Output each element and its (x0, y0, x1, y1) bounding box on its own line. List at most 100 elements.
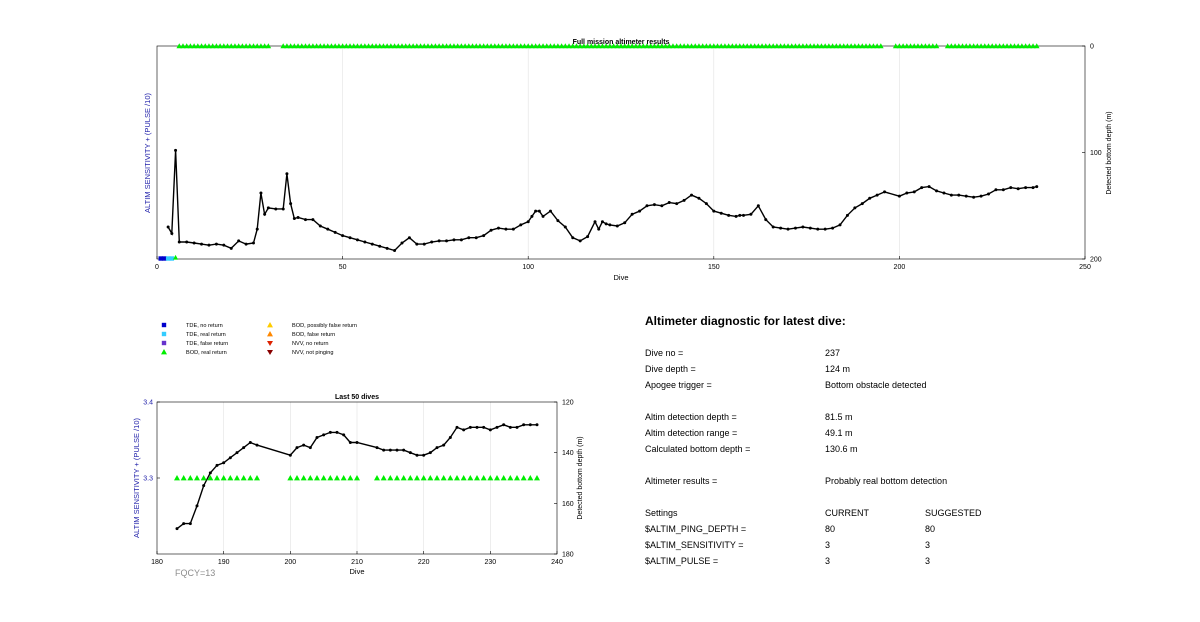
depth-point (326, 227, 330, 231)
bod-marker (718, 43, 725, 49)
diag-row-detection-depth: Altim detection depth = 81.5 m (645, 412, 1065, 424)
bod-marker (829, 43, 836, 49)
depth-point (526, 220, 530, 224)
bod-marker (1015, 43, 1021, 49)
settings-label: $ALTIM_SENSITIVITY = (645, 540, 744, 550)
bottom-marker (169, 256, 175, 261)
depth-point (719, 211, 723, 215)
depth-point (667, 201, 671, 205)
depth-point (942, 191, 946, 195)
depth-point (1016, 187, 1020, 191)
bod-marker (469, 43, 476, 49)
bod-marker (224, 43, 231, 49)
bod-marker (217, 43, 223, 49)
bottom-chart-y-ticks-left: 3.3 3.4 (143, 400, 160, 483)
bod-marker (180, 475, 187, 481)
depth-point (200, 242, 204, 246)
bod-marker (320, 475, 327, 481)
legend-label: BOD, possibly false return (292, 323, 357, 329)
y-tick-label: 140 (562, 450, 574, 457)
bod-marker (480, 43, 487, 49)
depth-point (749, 212, 753, 216)
bod-marker (677, 43, 684, 49)
depth-point (675, 202, 679, 206)
y-tick-label: 3.4 (143, 400, 153, 407)
bod-marker (300, 475, 307, 481)
bod-marker (595, 43, 602, 49)
bod-marker (788, 43, 795, 49)
depth-point (222, 461, 226, 465)
bod-marker (629, 43, 635, 49)
bod-marker (506, 43, 513, 49)
depth-point (801, 225, 805, 229)
diag-label: Calculated bottom depth = (645, 444, 751, 454)
bod-marker (852, 43, 858, 49)
bottom-chart-y-ticks-right: 120 140 160 180 (554, 400, 574, 559)
bod-marker (696, 43, 702, 49)
depth-point (986, 192, 990, 196)
bod-marker (207, 475, 214, 481)
bod-marker (287, 475, 294, 481)
bod-marker (234, 475, 240, 481)
depth-point (363, 240, 367, 244)
bod-marker (425, 43, 431, 49)
bod-marker (507, 475, 514, 481)
bod-marker (711, 43, 717, 49)
top-chart-y-label-left: ALTIM SENSITIVITY + (PULSE /10) (143, 93, 152, 213)
bod-marker (878, 43, 884, 49)
depth-point (823, 227, 827, 231)
bod-marker (376, 43, 383, 49)
bod-marker (740, 43, 747, 49)
bottom-chart-x-label: Dive (349, 567, 364, 576)
y-tick-label: 180 (562, 552, 574, 559)
bod-marker (440, 475, 447, 481)
depth-point (248, 441, 252, 445)
bod-marker (499, 43, 506, 49)
bod-marker (970, 43, 977, 49)
bod-marker (500, 475, 507, 481)
depth-point (604, 222, 608, 226)
depth-point (593, 220, 597, 224)
bod-marker (807, 43, 814, 49)
bod-marker (339, 43, 346, 49)
bod-marker (287, 43, 294, 49)
bod-marker (625, 43, 632, 49)
bod-marker (343, 43, 350, 49)
x-tick-label: 180 (151, 559, 163, 566)
top-chart-y-ticks-right: 0 100 200 (1082, 44, 1102, 264)
diag-value: 237 (825, 348, 841, 358)
bod-marker (525, 43, 531, 49)
depth-point (252, 241, 256, 245)
bod-marker (826, 43, 832, 49)
bod-marker (420, 475, 427, 481)
bod-marker (402, 43, 409, 49)
bod-marker (310, 43, 316, 49)
bod-marker (358, 43, 364, 49)
top-chart-x-label: Dive (613, 273, 628, 282)
bod-marker (214, 475, 220, 481)
legend-label: NVV, no return (292, 341, 329, 347)
depth-point (370, 242, 374, 246)
bottom-chart-y-label-right: Detected bottom depth (m) (577, 436, 584, 519)
depth-point (537, 209, 541, 213)
bod-marker (180, 43, 186, 49)
depth-point (957, 193, 961, 197)
bod-marker (904, 43, 910, 49)
bod-marker (240, 475, 247, 481)
bod-marker (540, 43, 546, 49)
bod-marker (334, 475, 340, 481)
y-tick-label: 120 (562, 400, 574, 407)
bod-marker (195, 43, 201, 49)
bod-marker (183, 43, 190, 49)
depth-point (905, 191, 909, 195)
bod-marker (514, 475, 520, 481)
bod-marker (521, 43, 528, 49)
depth-point (437, 239, 441, 243)
bod-marker (369, 43, 376, 49)
depth-point (341, 234, 345, 238)
bod-marker (566, 43, 572, 49)
bod-marker (174, 475, 180, 481)
bod-marker (477, 43, 483, 49)
settings-label: Settings (645, 508, 678, 518)
